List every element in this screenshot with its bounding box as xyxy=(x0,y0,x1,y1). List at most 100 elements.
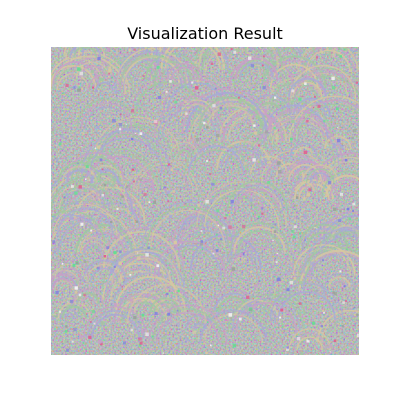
texture-arc xyxy=(105,183,131,196)
texture-speck xyxy=(247,91,251,94)
texture-speck xyxy=(125,79,128,82)
texture-speck xyxy=(309,106,312,108)
texture-arc xyxy=(64,187,110,211)
texture-speck xyxy=(311,154,313,156)
texture-speck xyxy=(242,282,244,284)
visualization-image xyxy=(51,47,359,355)
texture-arc xyxy=(292,332,327,350)
texture-speck xyxy=(282,55,285,57)
texture-speck xyxy=(109,285,112,288)
texture-speck xyxy=(151,335,154,338)
texture-speck xyxy=(256,253,258,255)
texture-speck xyxy=(139,132,143,135)
texture-speck xyxy=(126,185,129,188)
texture-arc xyxy=(292,244,356,276)
texture-arc xyxy=(105,251,186,292)
texture-speck xyxy=(147,246,150,249)
texture-arc xyxy=(328,276,351,288)
texture-arc xyxy=(234,57,279,80)
texture-speck xyxy=(351,137,354,140)
texture-speck xyxy=(100,342,103,346)
texture-speck xyxy=(178,86,180,89)
texture-arc xyxy=(228,54,294,88)
texture-arc xyxy=(51,199,122,236)
texture-arc xyxy=(184,103,211,117)
texture-speck xyxy=(74,197,77,200)
texture-speck xyxy=(346,248,348,251)
texture-arc xyxy=(93,206,136,228)
texture-speck xyxy=(55,290,59,295)
texture-speck xyxy=(194,61,197,64)
texture-speck xyxy=(71,53,74,55)
texture-speck xyxy=(170,168,174,171)
texture-arc xyxy=(227,293,305,333)
texture-speck xyxy=(338,47,341,50)
texture-arc xyxy=(316,309,359,343)
texture-arc xyxy=(51,181,106,209)
visualization-pattern xyxy=(51,47,359,355)
texture-speck xyxy=(77,190,79,192)
texture-speck xyxy=(143,283,146,286)
texture-arc xyxy=(290,75,359,113)
texture-speck xyxy=(309,261,314,265)
texture-speck xyxy=(100,201,104,205)
texture-speck xyxy=(348,217,352,221)
texture-arc xyxy=(98,227,185,270)
texture-arc xyxy=(181,215,209,230)
texture-speck xyxy=(244,162,247,165)
texture-arc xyxy=(61,305,88,319)
texture-arc xyxy=(242,131,276,148)
texture-arc xyxy=(106,235,177,270)
texture-speck xyxy=(277,161,281,165)
texture-speck xyxy=(303,150,308,155)
texture-speck xyxy=(165,90,168,93)
texture-speck xyxy=(250,204,253,206)
texture-speck xyxy=(81,88,84,90)
texture-speck xyxy=(328,94,330,97)
texture-arc xyxy=(329,178,359,197)
texture-speck xyxy=(291,230,295,234)
texture-speck xyxy=(263,82,266,85)
texture-arc xyxy=(301,164,339,183)
texture-arc xyxy=(192,149,240,174)
texture-speck xyxy=(348,125,351,127)
texture-arc xyxy=(249,155,288,175)
texture-speck xyxy=(145,87,148,90)
texture-arc xyxy=(51,273,77,289)
texture-arc xyxy=(245,108,276,124)
texture-speck xyxy=(99,78,103,81)
texture-speck xyxy=(106,246,110,249)
texture-arc xyxy=(56,207,114,236)
texture-arc xyxy=(234,188,281,212)
texture-arc xyxy=(174,145,195,156)
texture-speck xyxy=(300,162,303,164)
texture-arc xyxy=(94,81,114,92)
texture-arc xyxy=(237,230,282,253)
texture-speck xyxy=(343,285,346,288)
texture-speck xyxy=(253,238,257,242)
texture-speck xyxy=(98,84,101,87)
texture-speck xyxy=(224,346,226,348)
texture-speck xyxy=(110,221,113,224)
texture-speck xyxy=(252,213,255,215)
texture-speck xyxy=(273,126,276,130)
texture-speck xyxy=(96,125,100,129)
texture-speck xyxy=(228,313,233,317)
texture-arc xyxy=(118,55,187,90)
texture-arc xyxy=(166,63,204,82)
texture-speck xyxy=(117,318,120,322)
texture-arc xyxy=(170,141,198,156)
texture-speck xyxy=(93,169,96,172)
texture-speck xyxy=(86,313,88,315)
texture-speck xyxy=(172,190,176,193)
texture-speck xyxy=(77,67,81,71)
texture-speck xyxy=(293,205,296,207)
texture-arc xyxy=(197,47,279,68)
texture-speck xyxy=(274,54,276,56)
texture-speck xyxy=(350,314,353,317)
texture-speck xyxy=(167,153,169,155)
texture-speck xyxy=(52,99,54,101)
texture-speck xyxy=(217,52,222,56)
texture-speck xyxy=(200,240,203,243)
texture-arc xyxy=(293,146,314,157)
